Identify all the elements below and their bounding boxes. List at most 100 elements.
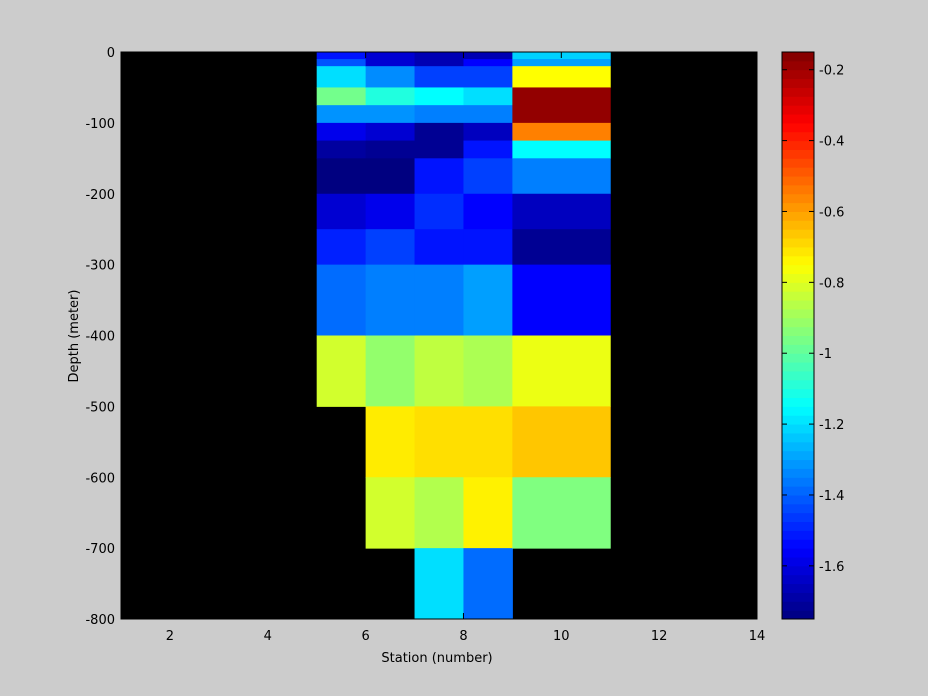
- x-tick-label: 4: [264, 629, 272, 644]
- heatmap-cell: [365, 406, 416, 478]
- colorbar-band: [782, 530, 814, 540]
- colorbar-band: [782, 565, 814, 576]
- colorbar-band: [782, 246, 814, 257]
- heatmap-cell: [316, 335, 367, 407]
- colorbar-band: [782, 87, 814, 97]
- heatmap-cell: [365, 335, 416, 407]
- y-tick-label: 0: [107, 46, 115, 61]
- x-tick-label: 12: [651, 629, 668, 644]
- colorbar-band: [782, 167, 814, 177]
- colorbar-band: [782, 477, 814, 487]
- colorbar-tick-label: -0.8: [819, 276, 844, 291]
- heatmap-cell: [512, 193, 611, 230]
- heatmap-cell: [316, 193, 367, 230]
- colorbar-band: [782, 326, 814, 336]
- heatmap-cell: [414, 105, 464, 124]
- colorbar-band: [782, 406, 814, 416]
- heatmap-cells: [316, 52, 611, 620]
- colorbar-band: [782, 335, 814, 345]
- heatmap-cell: [365, 52, 416, 67]
- colorbar-band: [782, 300, 814, 310]
- colorbar-band: [782, 273, 814, 283]
- heatmap-cell: [463, 122, 513, 142]
- colorbar-band: [782, 158, 814, 168]
- x-tick-label: 14: [749, 629, 766, 644]
- heatmap-cell: [512, 158, 611, 195]
- colorbar-frame: [781, 51, 815, 620]
- heatmap-cell: [512, 406, 611, 478]
- y-tick-label: -200: [85, 188, 115, 203]
- colorbar-band: [782, 583, 814, 593]
- colorbar-band: [782, 255, 814, 266]
- colorbar-band: [782, 459, 814, 469]
- colorbar-band: [782, 539, 814, 549]
- colorbar-band: [782, 282, 814, 292]
- x-tick-label: 6: [361, 629, 369, 644]
- heatmap-cell: [414, 406, 464, 478]
- heatmap-cell: [365, 193, 416, 230]
- heatmap-cell: [463, 52, 513, 60]
- colorbar-band: [782, 556, 814, 567]
- heatmap-cell: [463, 548, 513, 620]
- colorbar-band: [782, 450, 814, 461]
- colorbar-band: [782, 69, 814, 80]
- y-tick-label: -500: [85, 400, 115, 415]
- colorbar-band: [782, 131, 814, 142]
- colorbar-band: [782, 149, 814, 159]
- colorbar-band: [782, 78, 814, 88]
- heatmap-cell: [512, 59, 611, 67]
- heatmap-cell: [414, 548, 464, 620]
- x-tick-label: 2: [166, 629, 174, 644]
- heatmap-cell: [365, 87, 416, 106]
- colorbar-band: [782, 344, 814, 354]
- y-tick-label: -800: [85, 613, 115, 628]
- colorbar-band: [782, 388, 814, 399]
- colorbar-band: [782, 184, 814, 195]
- heatmap-cell: [463, 105, 513, 124]
- colorbar-band: [782, 370, 814, 381]
- colorbar-tick-label: -1.4: [819, 489, 844, 504]
- heatmap-cell: [414, 193, 464, 230]
- heatmap-cell: [463, 158, 513, 195]
- colorbar-band: [782, 379, 814, 390]
- colorbar-tick-label: -0.2: [819, 64, 844, 79]
- colorbar-band: [782, 486, 814, 496]
- heatmap-cell: [463, 264, 513, 337]
- colorbar-band: [782, 592, 814, 602]
- x-axis-label: Station (number): [381, 651, 492, 666]
- colorbar-band: [782, 610, 814, 620]
- colorbar-band: [782, 114, 814, 124]
- colorbar: -0.2 -0.4 -0.6 -0.8 -1 -1.2 -1.4 -1.6: [781, 51, 844, 620]
- x-axis-ticks: 2 4 6 8 10 12 14: [166, 52, 765, 644]
- heatmap-cell: [365, 105, 416, 124]
- colorbar-tick-label: -1.6: [819, 560, 844, 575]
- colorbar-band: [782, 211, 814, 221]
- colorbar-band: [782, 512, 814, 523]
- heatmap-cell: [316, 122, 367, 142]
- y-tick-label: -300: [85, 259, 115, 274]
- colorbar-band: [782, 432, 814, 443]
- colorbar-tick-label: -0.4: [819, 135, 844, 150]
- heatmap-cell: [316, 52, 367, 60]
- heatmap-cell: [316, 158, 367, 195]
- colorbar-band: [782, 415, 814, 425]
- heatmap-cell: [316, 140, 367, 159]
- colorbar-band: [782, 521, 814, 531]
- colorbar-band: [782, 96, 814, 106]
- heatmap-cell: [316, 105, 367, 124]
- colorbar-band: [782, 548, 814, 558]
- heatmap-cell: [463, 140, 513, 159]
- heatmap-cell: [512, 122, 611, 142]
- heatmap-cell: [365, 158, 416, 195]
- colorbar-band: [782, 397, 814, 407]
- colorbar-band: [782, 52, 814, 62]
- heatmap-cell: [463, 477, 513, 549]
- heatmap-cell: [463, 66, 513, 88]
- heatmap-cell: [512, 229, 611, 266]
- heatmap-cell: [414, 264, 464, 337]
- colorbar-band: [782, 494, 814, 505]
- heatmap-cell: [463, 406, 513, 478]
- colorbar-band: [782, 308, 814, 319]
- colorbar-band: [782, 202, 814, 212]
- colorbar-gradient: [782, 52, 814, 620]
